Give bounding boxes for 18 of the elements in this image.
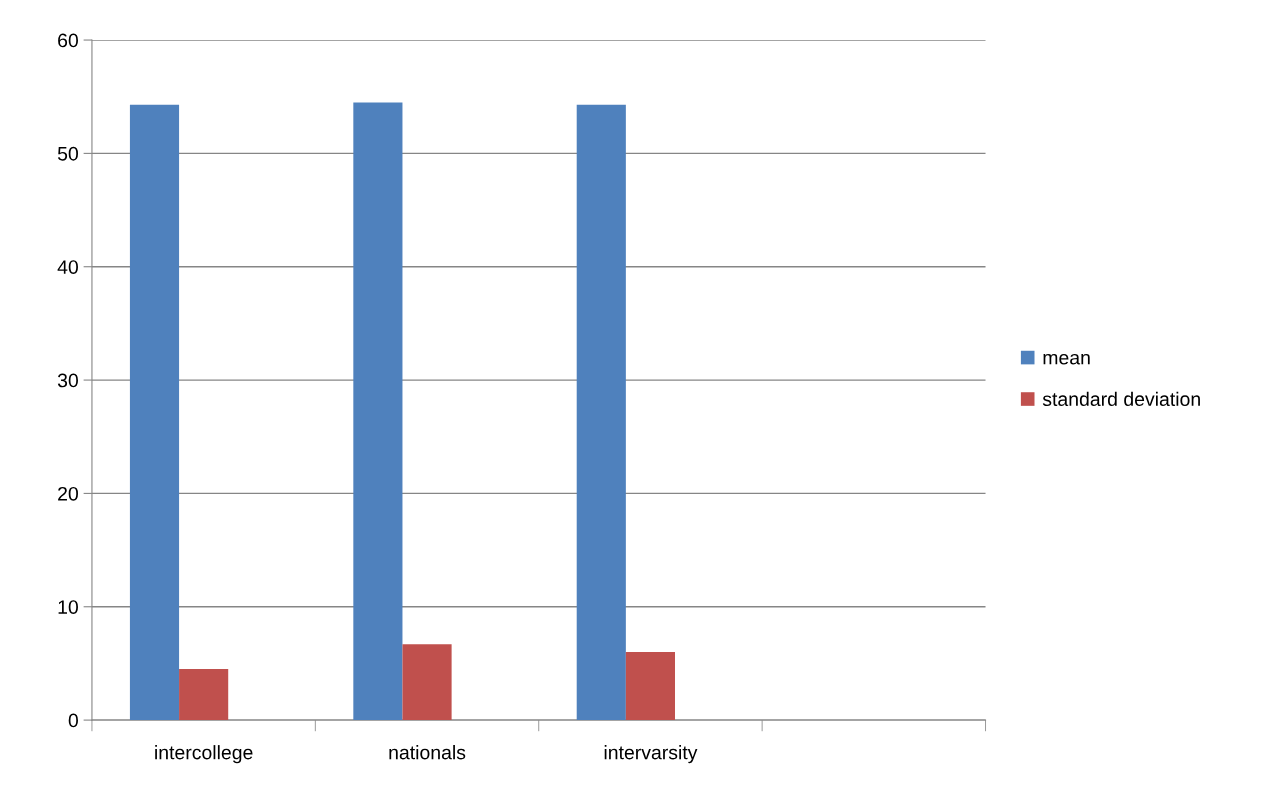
x-tick-label: intervarsity — [604, 745, 698, 764]
legend-label: mean — [1043, 353, 1090, 365]
y-tick-label: 30 — [57, 373, 78, 388]
y-tick-label: 50 — [57, 146, 78, 161]
bar — [353, 102, 403, 721]
legend-label: standard deviation — [1042, 391, 1200, 407]
y-tick-label: 20 — [58, 486, 78, 501]
bar — [402, 644, 452, 721]
bar — [625, 652, 675, 721]
x-tick-label: intercollege — [155, 745, 253, 764]
y-tick-label: 40 — [57, 260, 78, 274]
x-tick-label: nationals — [389, 745, 466, 760]
y-tick-label: 60 — [58, 33, 78, 48]
bar — [129, 104, 180, 721]
bar — [576, 104, 626, 721]
y-tick-label: 0 — [68, 713, 78, 728]
bar — [179, 669, 229, 721]
y-tick-label: 10 — [58, 600, 78, 614]
